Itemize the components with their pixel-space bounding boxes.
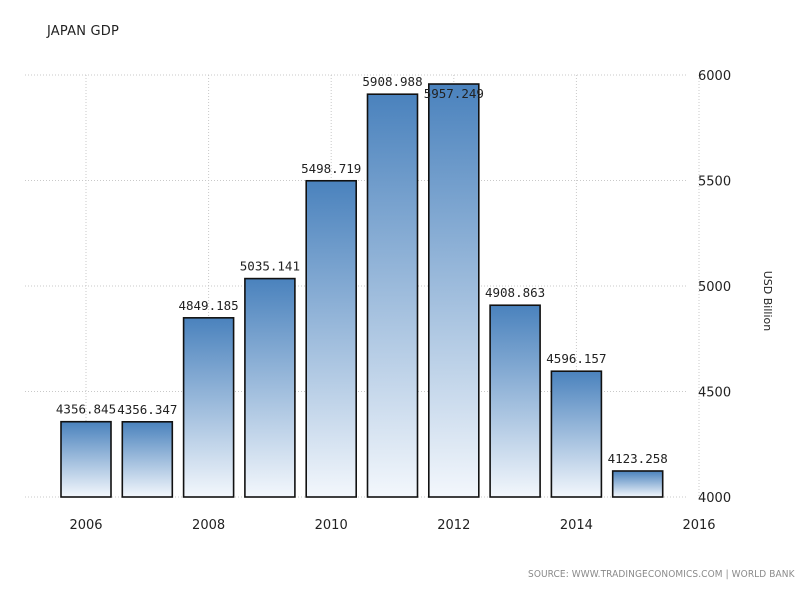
x-tick-label-2006: 2006 — [69, 518, 102, 533]
chart-title: JAPAN GDP — [47, 24, 119, 39]
bar-2011 — [366, 93, 419, 498]
y-axis-ticks: 4000 4500 5000 5500 6000 — [698, 69, 731, 506]
bar-2008 — [182, 317, 235, 498]
bar-2013 — [489, 304, 541, 498]
x-tick-label-2014: 2014 — [560, 518, 593, 533]
data-label-2009: 5035.141 — [240, 259, 300, 274]
x-tick-label-2008: 2008 — [192, 518, 225, 533]
data-label-2011: 5908.988 — [362, 74, 422, 89]
y-tick-label-5000: 5000 — [698, 280, 731, 295]
bar-2014 — [550, 370, 603, 498]
x-axis-ticks: 2006 2008 2010 2012 2014 2016 — [69, 518, 715, 533]
data-label-2006: 4356.845 — [56, 402, 116, 417]
data-label-2013: 4908.863 — [485, 285, 545, 300]
y-tick-label-6000: 6000 — [698, 69, 731, 84]
y-tick-label-5500: 5500 — [698, 175, 731, 190]
y-tick-label-4500: 4500 — [698, 386, 731, 401]
data-label-2007: 4356.347 — [117, 402, 177, 417]
data-label-2010: 5498.719 — [301, 161, 361, 176]
bar-2015 — [611, 470, 664, 498]
bar-2010 — [305, 179, 358, 498]
data-labels: 4356.845 4356.347 4849.185 5035.141 5498.719… — [56, 74, 668, 466]
data-label-2012: 5957.249 — [424, 86, 484, 101]
bar-2009 — [244, 277, 296, 498]
bars — [60, 83, 664, 498]
y-tick-label-4000: 4000 — [698, 491, 731, 506]
bar-2007 — [121, 421, 174, 498]
data-label-2015: 4123.258 — [608, 451, 668, 466]
x-tick-label-2012: 2012 — [437, 518, 470, 533]
chart-source: SOURCE: WWW.TRADINGECONOMICS.COM | WORLD… — [528, 569, 795, 580]
data-label-2014: 4596.157 — [546, 351, 606, 366]
bar-2012 — [427, 83, 480, 498]
x-tick-label-2016: 2016 — [682, 518, 715, 533]
bar-2006 — [60, 420, 112, 498]
x-tick-label-2010: 2010 — [315, 518, 348, 533]
data-label-2008: 4849.185 — [178, 298, 238, 313]
y-axis-label: USD Billion — [761, 271, 774, 332]
